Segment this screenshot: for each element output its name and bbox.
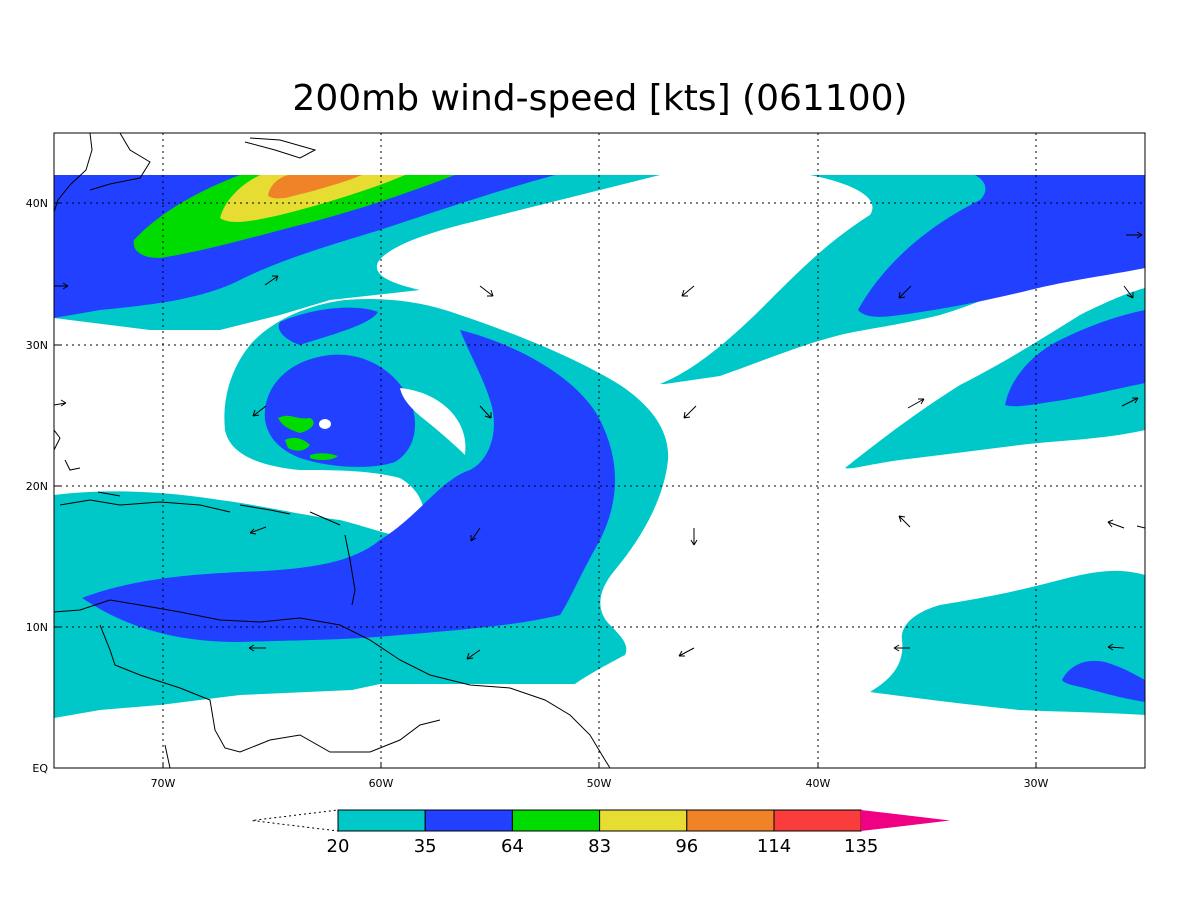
- calm-spiral-slot: [400, 388, 466, 455]
- colorbar-box: [511, 809, 601, 832]
- wind-arrow: [690, 528, 698, 546]
- contour-20-southeast: [870, 570, 1145, 715]
- caribbean-islands: [59, 491, 356, 606]
- wind-arrow: [252, 405, 267, 417]
- tick-marks: [54, 202, 1037, 768]
- wind-arrow: [1136, 525, 1146, 529]
- contour-64-jet: [133, 175, 455, 258]
- lon-label-50w: 50W: [587, 777, 612, 790]
- colorbar-label: 64: [501, 836, 524, 857]
- wind-arrow: [1107, 519, 1125, 529]
- wind-arrow: [893, 644, 910, 652]
- wind-arrow: [466, 649, 481, 660]
- colorbar-label: 114: [757, 836, 791, 857]
- wind-arrow: [248, 644, 266, 652]
- lat-label-40n: 40N: [26, 197, 48, 210]
- lat-label-eq: EQ: [32, 762, 48, 775]
- wind-arrow: [53, 399, 67, 407]
- lon-label-60w: 60W: [369, 777, 394, 790]
- gulf-of-mexico-coast: [54, 429, 81, 471]
- wind-arrow: [683, 405, 697, 419]
- wind-arrow: [907, 398, 925, 409]
- wind-arrow: [1107, 643, 1125, 651]
- vortex-eye: [319, 419, 331, 429]
- contour-35-spiral-arm: [82, 330, 615, 642]
- colorbar-lower-extension: [251, 809, 339, 832]
- lat-label-20n: 20N: [26, 480, 48, 493]
- colorbar-upper-extension: [861, 810, 950, 831]
- wind-arrow: [1126, 231, 1143, 239]
- coastlines: [54, 133, 611, 768]
- graticule: [54, 133, 1145, 768]
- colorbar-label: 83: [588, 836, 611, 857]
- wind-arrow: [479, 405, 492, 419]
- colorbar-box: [424, 809, 513, 832]
- wind-arrow: [898, 285, 912, 299]
- colorbar: 20 35 64 83 96 114 135: [251, 809, 950, 857]
- lat-label-30n: 30N: [26, 339, 48, 352]
- wind-field: [54, 175, 1145, 718]
- wind-arrow: [1121, 397, 1139, 407]
- south-america-coast: [54, 599, 611, 768]
- wind-arrow: [681, 285, 695, 297]
- contour-64-vortex-b: [285, 437, 310, 451]
- colorbar-label: 135: [844, 836, 878, 857]
- contour-35-east: [1005, 310, 1145, 407]
- contour-20-east-band: [845, 288, 1145, 469]
- contour-83-jet: [220, 175, 405, 222]
- wind-arrow: [249, 526, 267, 535]
- contour-64-vortex-c: [310, 453, 338, 461]
- wind-arrow: [898, 515, 911, 528]
- contour-64-vortex-a: [278, 415, 314, 433]
- colorbar-box: [773, 809, 862, 832]
- wind-arrow: [479, 285, 494, 297]
- contour-35-vortex-core: [264, 354, 415, 467]
- contour-35-southeast: [1062, 660, 1145, 702]
- map-title: 200mb wind-speed [kts] (061100): [292, 78, 908, 119]
- contour-35-vortex-outer-ring: [278, 307, 378, 345]
- wind-arrow: [470, 527, 481, 542]
- colorbar-label: 20: [327, 836, 350, 857]
- wind-arrow: [678, 647, 695, 657]
- lon-label-30w: 30W: [1024, 777, 1049, 790]
- colorbar-label: 35: [414, 836, 437, 857]
- wind-vectors: [53, 231, 1146, 660]
- wind-arrow: [1123, 285, 1134, 299]
- contour-35-northeast: [858, 175, 1145, 317]
- colorbar-box: [337, 809, 426, 832]
- lat-label-10n: 10N: [26, 621, 48, 634]
- colorbar-label: 96: [675, 836, 698, 857]
- contour-96-jet: [268, 175, 362, 199]
- colorbar-box: [686, 809, 775, 832]
- north-america-coast: [54, 133, 317, 213]
- lon-label-40w: 40W: [806, 777, 831, 790]
- lon-label-70w: 70W: [151, 777, 176, 790]
- colorbar-box: [599, 809, 688, 832]
- wind-arrow: [264, 275, 279, 286]
- wind-arrow: [54, 282, 69, 290]
